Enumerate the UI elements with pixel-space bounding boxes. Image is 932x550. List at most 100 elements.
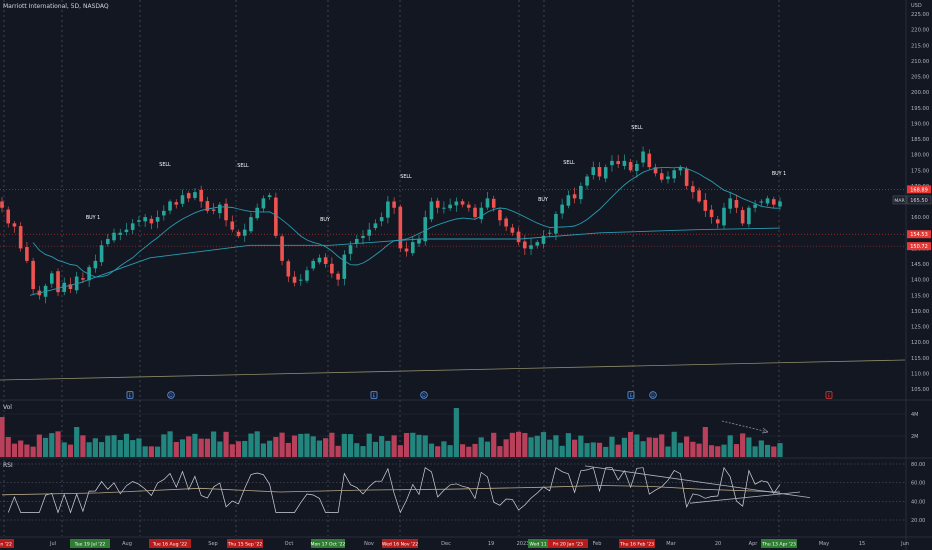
candle-body[interactable] bbox=[772, 199, 776, 204]
candle-body[interactable] bbox=[392, 201, 396, 207]
candle-body[interactable] bbox=[517, 232, 521, 242]
candle-body[interactable] bbox=[249, 217, 253, 231]
candle-body[interactable] bbox=[361, 236, 365, 238]
candle-body[interactable] bbox=[218, 205, 222, 213]
candle-body[interactable] bbox=[100, 245, 104, 262]
candle-body[interactable] bbox=[305, 270, 309, 280]
candle-body[interactable] bbox=[423, 217, 427, 241]
candle-body[interactable] bbox=[181, 195, 185, 204]
candle-body[interactable] bbox=[349, 245, 353, 254]
candle-body[interactable] bbox=[19, 226, 23, 248]
candle-body[interactable] bbox=[610, 161, 614, 165]
candle-body[interactable] bbox=[94, 261, 98, 268]
candle-body[interactable] bbox=[498, 210, 502, 220]
candle-body[interactable] bbox=[486, 198, 490, 207]
slow-moving-average-line[interactable] bbox=[30, 228, 780, 295]
candle-body[interactable] bbox=[118, 233, 122, 235]
candle-body[interactable] bbox=[728, 198, 732, 208]
candle-body[interactable] bbox=[647, 154, 651, 168]
candle-body[interactable] bbox=[318, 258, 322, 263]
candle-body[interactable] bbox=[380, 217, 384, 221]
candle-body[interactable] bbox=[150, 219, 154, 224]
candle-body[interactable] bbox=[747, 208, 751, 224]
candle-body[interactable] bbox=[374, 223, 378, 228]
candle-body[interactable] bbox=[336, 274, 340, 280]
candle-body[interactable] bbox=[50, 273, 54, 283]
candle-body[interactable] bbox=[417, 239, 421, 244]
candle-body[interactable] bbox=[735, 200, 739, 208]
candle-body[interactable] bbox=[399, 207, 403, 249]
candle-body[interactable] bbox=[367, 230, 371, 236]
candle-body[interactable] bbox=[287, 261, 291, 276]
candle-body[interactable] bbox=[81, 278, 85, 280]
candle-body[interactable] bbox=[411, 242, 415, 253]
candle-body[interactable] bbox=[156, 217, 160, 222]
candle-body[interactable] bbox=[112, 233, 116, 241]
candle-body[interactable] bbox=[660, 173, 664, 179]
candle-body[interactable] bbox=[716, 219, 720, 223]
candle-body[interactable] bbox=[31, 261, 35, 289]
volume-trend-arrow[interactable] bbox=[722, 421, 768, 432]
candle-body[interactable] bbox=[467, 205, 471, 208]
candle-body[interactable] bbox=[137, 220, 141, 222]
candle-body[interactable] bbox=[262, 198, 266, 208]
candle-body[interactable] bbox=[710, 210, 714, 217]
candle-body[interactable] bbox=[274, 198, 278, 236]
candle-body[interactable] bbox=[635, 164, 639, 171]
candle-body[interactable] bbox=[461, 201, 465, 204]
candle-body[interactable] bbox=[585, 177, 589, 186]
candle-body[interactable] bbox=[448, 205, 452, 209]
candle-body[interactable] bbox=[473, 208, 477, 217]
candle-body[interactable] bbox=[479, 208, 483, 219]
candle-body[interactable] bbox=[13, 223, 17, 226]
candle-body[interactable] bbox=[573, 194, 577, 198]
candle-body[interactable] bbox=[560, 205, 564, 214]
candle-body[interactable] bbox=[25, 247, 29, 261]
candle-body[interactable] bbox=[629, 162, 633, 170]
candle-body[interactable] bbox=[741, 210, 745, 223]
candle-body[interactable] bbox=[641, 152, 645, 163]
candle-body[interactable] bbox=[125, 230, 129, 232]
candle-body[interactable] bbox=[691, 186, 695, 192]
candle-body[interactable] bbox=[523, 242, 527, 249]
candle-body[interactable] bbox=[567, 195, 571, 205]
candle-body[interactable] bbox=[672, 170, 676, 178]
candle-body[interactable] bbox=[255, 208, 259, 218]
candle-body[interactable] bbox=[311, 261, 315, 269]
candle-body[interactable] bbox=[405, 249, 409, 252]
candle-body[interactable] bbox=[685, 169, 689, 186]
candle-body[interactable] bbox=[504, 219, 508, 227]
candle-body[interactable] bbox=[187, 193, 191, 198]
candle-body[interactable] bbox=[131, 223, 135, 230]
candle-body[interactable] bbox=[753, 205, 757, 208]
candle-body[interactable] bbox=[199, 190, 203, 202]
candle-body[interactable] bbox=[6, 210, 10, 224]
rsi-upper-trendline[interactable] bbox=[585, 466, 810, 498]
candle-body[interactable] bbox=[330, 264, 334, 274]
candle-body[interactable] bbox=[343, 255, 347, 279]
candle-body[interactable] bbox=[778, 202, 782, 207]
candle-body[interactable] bbox=[579, 186, 583, 199]
candle-body[interactable] bbox=[492, 199, 496, 208]
candle-body[interactable] bbox=[0, 202, 4, 208]
candle-body[interactable] bbox=[224, 204, 228, 221]
candle-body[interactable] bbox=[243, 230, 247, 236]
candle-body[interactable] bbox=[591, 167, 595, 175]
candle-body[interactable] bbox=[174, 202, 178, 204]
candle-body[interactable] bbox=[766, 198, 770, 203]
candle-body[interactable] bbox=[268, 195, 272, 197]
candle-body[interactable] bbox=[106, 239, 110, 244]
symbol-title[interactable]: Marriott International, 5D, NASDAQ bbox=[3, 3, 109, 10]
candle-body[interactable] bbox=[548, 233, 552, 234]
candle-body[interactable] bbox=[355, 239, 359, 243]
candle-body[interactable] bbox=[598, 167, 602, 177]
candle-body[interactable] bbox=[604, 167, 608, 178]
candle-body[interactable] bbox=[143, 217, 147, 221]
candle-body[interactable] bbox=[535, 242, 539, 246]
candle-body[interactable] bbox=[722, 208, 726, 226]
candle-body[interactable] bbox=[299, 280, 303, 281]
candle-body[interactable] bbox=[280, 236, 284, 261]
candle-body[interactable] bbox=[293, 277, 297, 283]
candle-body[interactable] bbox=[704, 200, 708, 211]
candle-body[interactable] bbox=[666, 177, 670, 180]
